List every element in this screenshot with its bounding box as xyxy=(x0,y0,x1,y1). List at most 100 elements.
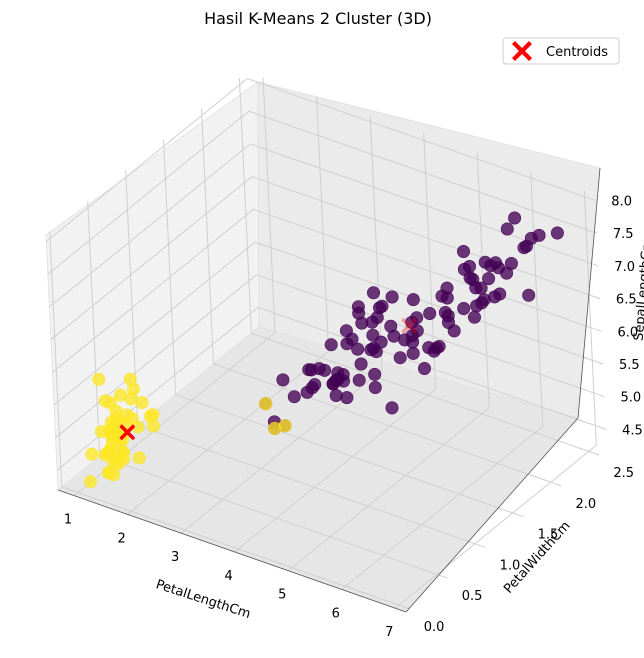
legend: Centroids xyxy=(502,37,620,65)
centroid-marker xyxy=(119,424,136,441)
axes-panes xyxy=(45,81,601,613)
centroid-marker-icon xyxy=(512,41,532,61)
z-gridline xyxy=(247,78,596,202)
y-tick-label: 2.0 xyxy=(575,497,596,512)
data-point-cluster-0 xyxy=(354,357,368,371)
data-point-cluster-0 xyxy=(441,315,455,329)
data-point-cluster-0 xyxy=(366,286,380,300)
data-point-cluster-1 xyxy=(259,397,273,411)
data-point-cluster-0 xyxy=(276,373,290,387)
data-point-cluster-0 xyxy=(368,367,382,381)
x-gridline xyxy=(234,388,436,553)
data-point-cluster-1 xyxy=(132,451,146,465)
z-tick-label: 4.5 xyxy=(622,423,643,438)
y-gridline xyxy=(200,108,214,364)
data-point-cluster-0 xyxy=(406,293,420,307)
data-point-cluster-0 xyxy=(368,380,382,394)
chart-title: Hasil K-Means 2 Cluster (3D) xyxy=(204,9,432,28)
axis-edges xyxy=(57,167,601,613)
data-point-cluster-0 xyxy=(417,361,431,375)
y-gridline xyxy=(163,139,177,395)
data-point-cluster-0 xyxy=(340,337,354,351)
y-gridline xyxy=(99,455,448,579)
data-point-cluster-0 xyxy=(355,316,369,330)
x-tick-label: 5 xyxy=(278,588,286,603)
y-tick-label: 2.5 xyxy=(613,466,634,481)
x-tick-label: 2 xyxy=(117,531,125,546)
data-point-cluster-0 xyxy=(366,328,380,342)
y-gridline xyxy=(238,78,252,334)
z-gridline xyxy=(248,110,598,234)
x-gridline xyxy=(341,426,544,590)
data-point-cluster-0 xyxy=(340,391,354,405)
x-tick-label: 7 xyxy=(385,625,393,640)
y-gridline xyxy=(87,201,101,457)
y-gridline xyxy=(175,394,524,518)
x-gridline xyxy=(316,96,330,352)
z-gridline xyxy=(251,176,601,300)
y-gridline xyxy=(137,424,486,548)
data-point-cluster-0 xyxy=(517,241,531,255)
x-gridline xyxy=(127,351,329,515)
z-tick-label: 6.0 xyxy=(617,325,638,340)
data-point-cluster-0 xyxy=(474,281,488,295)
data-point-cluster-1 xyxy=(85,447,99,461)
x-gridline xyxy=(530,171,544,427)
data-point-cluster-0 xyxy=(500,266,514,280)
y-gridline xyxy=(213,363,562,487)
z-tick-label: 7.5 xyxy=(613,227,634,242)
z-gridline xyxy=(50,176,253,341)
x-gridline xyxy=(583,190,597,446)
data-point-cluster-0 xyxy=(385,401,399,415)
z-gridline xyxy=(253,208,602,332)
tick-labels: 1 2 3 4 5 6 7 0.0 0.5 1.0 1.5 2.0 2.5 4.5 5.0 5.5 6.0 6.5… xyxy=(64,195,643,641)
data-point-cluster-1 xyxy=(84,475,98,489)
z-gridline xyxy=(257,306,607,430)
z-gridline xyxy=(49,143,251,308)
data-point-cluster-0 xyxy=(318,363,332,377)
z-gridline xyxy=(250,143,599,267)
data-point-cluster-0 xyxy=(422,341,436,355)
data-point-cluster-1 xyxy=(109,411,123,425)
data-point-cluster-0 xyxy=(532,228,546,242)
z-gridline xyxy=(47,110,250,275)
data-point-cluster-0 xyxy=(398,333,412,347)
x-tick-label: 3 xyxy=(171,550,179,565)
data-point-cluster-0 xyxy=(308,378,322,392)
x-tick-label: 1 xyxy=(64,513,72,528)
data-point-cluster-0 xyxy=(470,299,484,313)
data-point-cluster-1 xyxy=(103,443,117,457)
z-gridline xyxy=(55,274,257,439)
data-point-cluster-0 xyxy=(287,390,301,404)
legend-box xyxy=(502,37,620,65)
data-point-cluster-1 xyxy=(127,382,141,396)
data-point-cluster-0 xyxy=(457,262,471,276)
data-point-cluster-0 xyxy=(351,342,365,356)
data-point-cluster-0 xyxy=(466,272,480,286)
y-tick-label: 1.5 xyxy=(538,528,559,543)
data-point-cluster-0 xyxy=(324,338,338,352)
data-point-cluster-0 xyxy=(329,388,343,402)
data-point-cluster-0 xyxy=(423,306,437,320)
z-tick-label: 8.0 xyxy=(611,195,632,210)
data-point-cluster-0 xyxy=(550,226,564,240)
z-tick-label: 6.5 xyxy=(616,293,637,308)
x-gridline xyxy=(394,444,597,609)
x-axis-label: PetalLengthCm xyxy=(154,577,252,622)
x-axis-line xyxy=(57,489,407,613)
z-axis-label: SepalLengthCm xyxy=(632,238,644,342)
y-gridline xyxy=(49,231,63,487)
data-point-cluster-1 xyxy=(268,421,282,435)
data-point-cluster-1 xyxy=(102,466,116,480)
x-gridline xyxy=(369,115,383,371)
y-gridline xyxy=(251,332,600,456)
data-point-cluster-1 xyxy=(147,419,161,433)
legend-entry-centroids: Centroids xyxy=(546,45,608,60)
data-point-cluster-0 xyxy=(456,245,470,259)
x-tick-label: 4 xyxy=(225,569,233,584)
x-gridline xyxy=(287,407,490,572)
data-point-cluster-0 xyxy=(508,211,522,225)
data-point-cluster-1 xyxy=(98,394,112,408)
data-points xyxy=(84,211,564,489)
z-tick-label: 7.0 xyxy=(614,260,635,275)
